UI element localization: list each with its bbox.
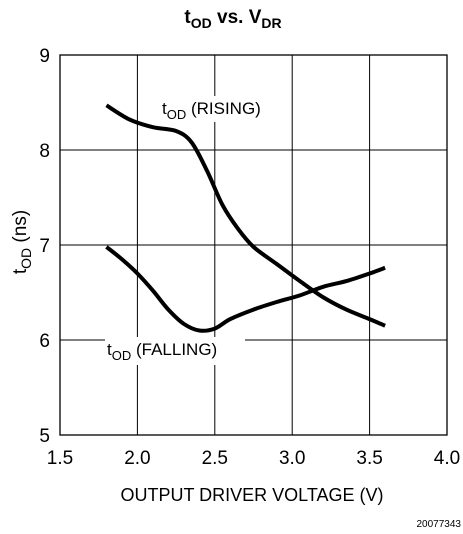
title-mid-sub: DR xyxy=(261,15,281,31)
x-tick-label: 2.0 xyxy=(124,448,150,469)
title-main-sub: OD xyxy=(191,15,212,31)
x-tick-label: 3.0 xyxy=(279,448,305,469)
series-label-rising: tOD (RISING) xyxy=(162,99,261,122)
series-label-falling-bg xyxy=(105,337,245,365)
series-label-rising-bg xyxy=(160,96,288,122)
figure-number: 20077343 xyxy=(417,519,462,530)
y-axis-label: tOD (ns) xyxy=(10,210,34,274)
plot-frame xyxy=(59,54,448,436)
y-tick-label: 7 xyxy=(39,236,50,257)
y-tick-label: 6 xyxy=(39,331,50,352)
y-tick-label: 9 xyxy=(39,46,50,67)
x-tick-label: 3.5 xyxy=(356,448,382,469)
tick-labels: 1.5 2.0 2.5 3.0 3.5 4.0 5 6 7 8 9 xyxy=(39,46,460,469)
y-tick-label: 5 xyxy=(39,426,50,447)
x-axis-label: OUTPUT DRIVER VOLTAGE (V) xyxy=(120,485,383,505)
x-tick-label: 4.0 xyxy=(434,448,460,469)
chart-title: tOD vs. VDR xyxy=(184,7,281,31)
y-tick-label: 8 xyxy=(39,141,50,162)
series-line-rising xyxy=(105,103,386,328)
x-tick-label: 1.5 xyxy=(47,448,73,469)
title-main: t xyxy=(184,7,191,28)
series-label-falling: tOD (FALLING) xyxy=(107,340,217,363)
x-tick-label: 2.5 xyxy=(202,448,228,469)
series-line-falling xyxy=(105,245,386,333)
title-mid: vs. V xyxy=(212,7,262,28)
